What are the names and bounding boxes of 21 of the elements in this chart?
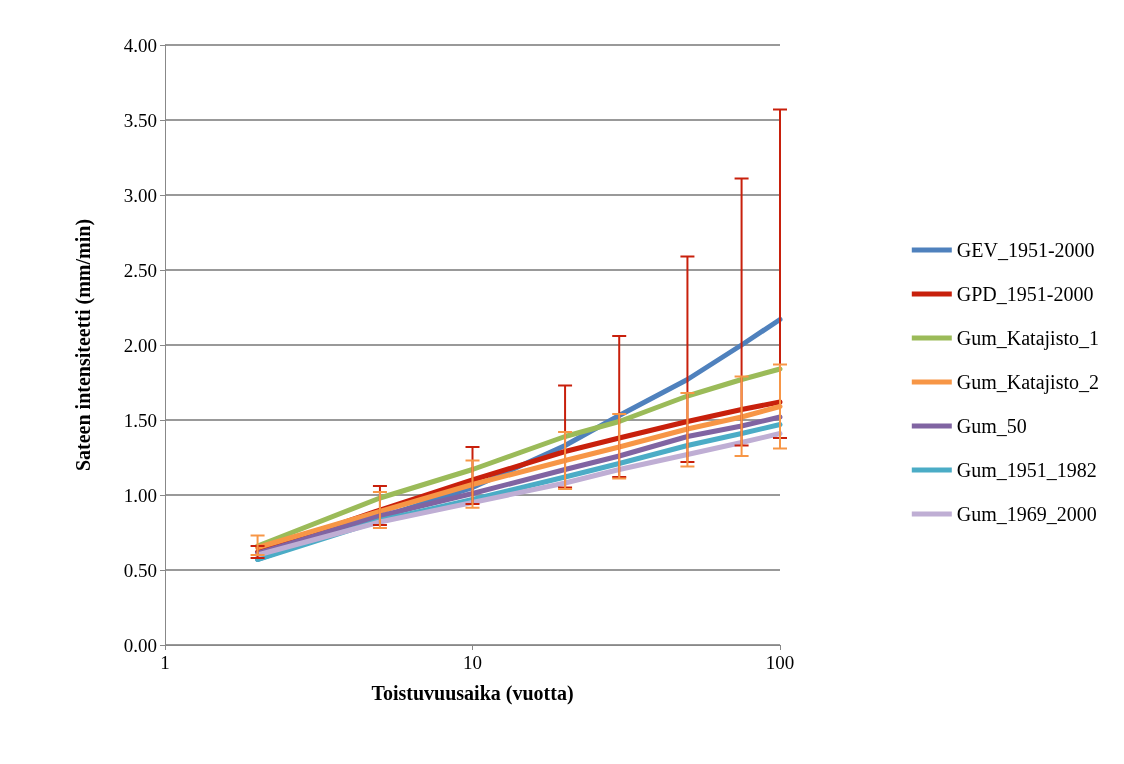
x-tick-label: 100 xyxy=(765,652,795,673)
y-tick-label: 4.00 xyxy=(123,34,157,56)
x-tick-label: 1 xyxy=(160,652,170,673)
y-tick-label: 2.50 xyxy=(123,259,157,281)
y-tick-label: 2.00 xyxy=(123,334,157,356)
y-tick-label: 3.50 xyxy=(123,109,157,131)
legend-label: Gum_50 xyxy=(956,415,1027,437)
legend-label: Gum_Katajisto_2 xyxy=(956,371,1100,394)
legend-label: Gum_Katajisto_1 xyxy=(956,327,1100,350)
y-tick-label: 0.00 xyxy=(123,634,157,656)
y-tick-label: 0.50 xyxy=(123,559,157,581)
y-tick-label: 3.00 xyxy=(123,184,157,206)
x-tick-label: 10 xyxy=(463,652,482,673)
x-axis-title: Toistuvuusaika (vuotta) xyxy=(371,682,574,705)
y-axis-title: Sateen intensiteetti (mm/min) xyxy=(72,218,95,472)
y-tick-label: 1.00 xyxy=(123,484,157,506)
legend-label: Gum_1951_1982 xyxy=(956,459,1097,481)
legend-label: Gum_1969_2000 xyxy=(956,503,1097,525)
y-tick-label: 1.50 xyxy=(123,409,157,431)
legend-label: GPD_1951-2000 xyxy=(956,283,1094,305)
legend-label: GEV_1951-2000 xyxy=(956,239,1095,261)
